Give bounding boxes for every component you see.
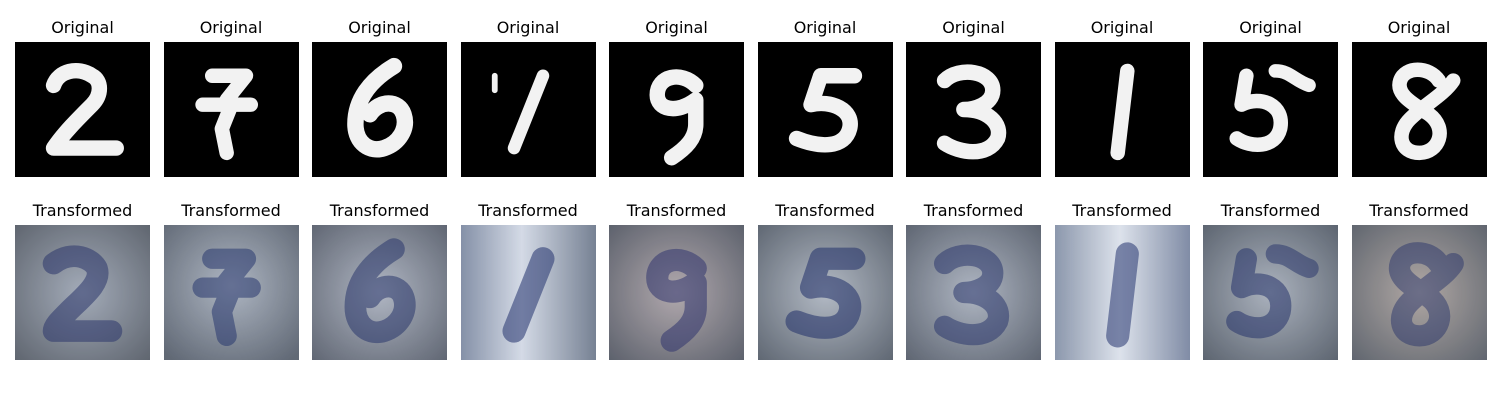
original-cell: Original bbox=[1203, 18, 1338, 178]
original-title: Original bbox=[199, 18, 263, 37]
transformed-title: Transformed bbox=[329, 201, 430, 220]
transformed-cell: Transformed bbox=[609, 201, 744, 361]
original-cell: Original bbox=[1054, 18, 1190, 178]
transformed-cell: Transformed bbox=[312, 201, 447, 361]
transformed-image bbox=[460, 225, 596, 360]
transformed-cell: Transformed bbox=[460, 201, 596, 361]
transformed-image bbox=[1351, 225, 1487, 360]
transformed-title: Transformed bbox=[1220, 201, 1321, 220]
original-title: Original bbox=[1387, 18, 1451, 37]
original-title: Original bbox=[942, 18, 1005, 37]
transformed-image bbox=[609, 225, 744, 360]
original-title: Original bbox=[348, 18, 411, 37]
transformed-title: Transformed bbox=[32, 201, 133, 220]
original-title: Original bbox=[1090, 18, 1154, 37]
original-cell: Original bbox=[15, 18, 150, 178]
transformed-cell: Transformed bbox=[1351, 201, 1487, 361]
transformed-cell: Transformed bbox=[15, 201, 150, 361]
original-image bbox=[460, 42, 596, 177]
original-cell: Original bbox=[906, 18, 1041, 178]
original-image bbox=[15, 42, 150, 177]
original-image bbox=[609, 42, 744, 177]
transformed-image bbox=[312, 225, 447, 360]
original-title: Original bbox=[793, 18, 857, 37]
transformed-cell: Transformed bbox=[163, 201, 299, 361]
transformed-image bbox=[906, 225, 1041, 360]
original-title: Original bbox=[645, 18, 708, 37]
original-image bbox=[163, 42, 299, 177]
original-image bbox=[757, 42, 893, 177]
transformed-title: Transformed bbox=[1072, 201, 1172, 220]
original-cell: Original bbox=[609, 18, 744, 178]
original-image bbox=[1054, 42, 1190, 177]
transformed-title: Transformed bbox=[181, 201, 281, 220]
transformed-image bbox=[163, 225, 299, 360]
original-title: Original bbox=[496, 18, 560, 37]
transformed-cell: Transformed bbox=[757, 201, 893, 361]
transformed-title: Transformed bbox=[626, 201, 727, 220]
original-cell: Original bbox=[312, 18, 447, 178]
original-row: Original Original Original Original Orig… bbox=[15, 18, 1487, 178]
transformed-row: Transformed Transformed Transformed Tran… bbox=[15, 201, 1487, 361]
transformed-title: Transformed bbox=[923, 201, 1024, 220]
transformed-image bbox=[1203, 225, 1338, 360]
original-cell: Original bbox=[757, 18, 893, 178]
original-cell: Original bbox=[460, 18, 596, 178]
original-cell: Original bbox=[163, 18, 299, 178]
original-image bbox=[1203, 42, 1338, 177]
transformed-image bbox=[1054, 225, 1190, 360]
transformed-title: Transformed bbox=[478, 201, 578, 220]
original-title: Original bbox=[51, 18, 114, 37]
transformed-title: Transformed bbox=[1369, 201, 1469, 220]
transformed-image bbox=[757, 225, 893, 360]
original-image bbox=[906, 42, 1041, 177]
transformed-image bbox=[15, 225, 150, 360]
original-cell: Original bbox=[1351, 18, 1487, 178]
original-image bbox=[1351, 42, 1487, 177]
transformed-cell: Transformed bbox=[906, 201, 1041, 361]
transformed-cell: Transformed bbox=[1054, 201, 1190, 361]
original-image bbox=[312, 42, 447, 177]
transformed-cell: Transformed bbox=[1203, 201, 1338, 361]
original-title: Original bbox=[1239, 18, 1302, 37]
transformed-title: Transformed bbox=[775, 201, 875, 220]
